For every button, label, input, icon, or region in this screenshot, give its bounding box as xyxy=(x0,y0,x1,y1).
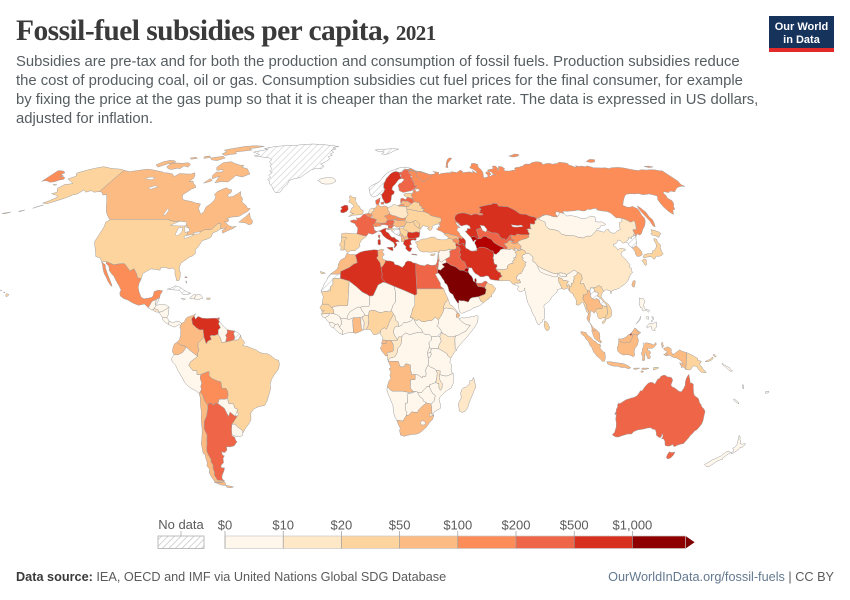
svg-text:$200: $200 xyxy=(502,518,531,533)
svg-text:$1,000: $1,000 xyxy=(613,518,653,533)
svg-text:$50: $50 xyxy=(389,518,411,533)
svg-text:$20: $20 xyxy=(331,518,353,533)
svg-text:$100: $100 xyxy=(443,518,472,533)
svg-text:$0: $0 xyxy=(218,518,232,533)
svg-text:$500: $500 xyxy=(560,518,589,533)
svg-text:$10: $10 xyxy=(272,518,294,533)
